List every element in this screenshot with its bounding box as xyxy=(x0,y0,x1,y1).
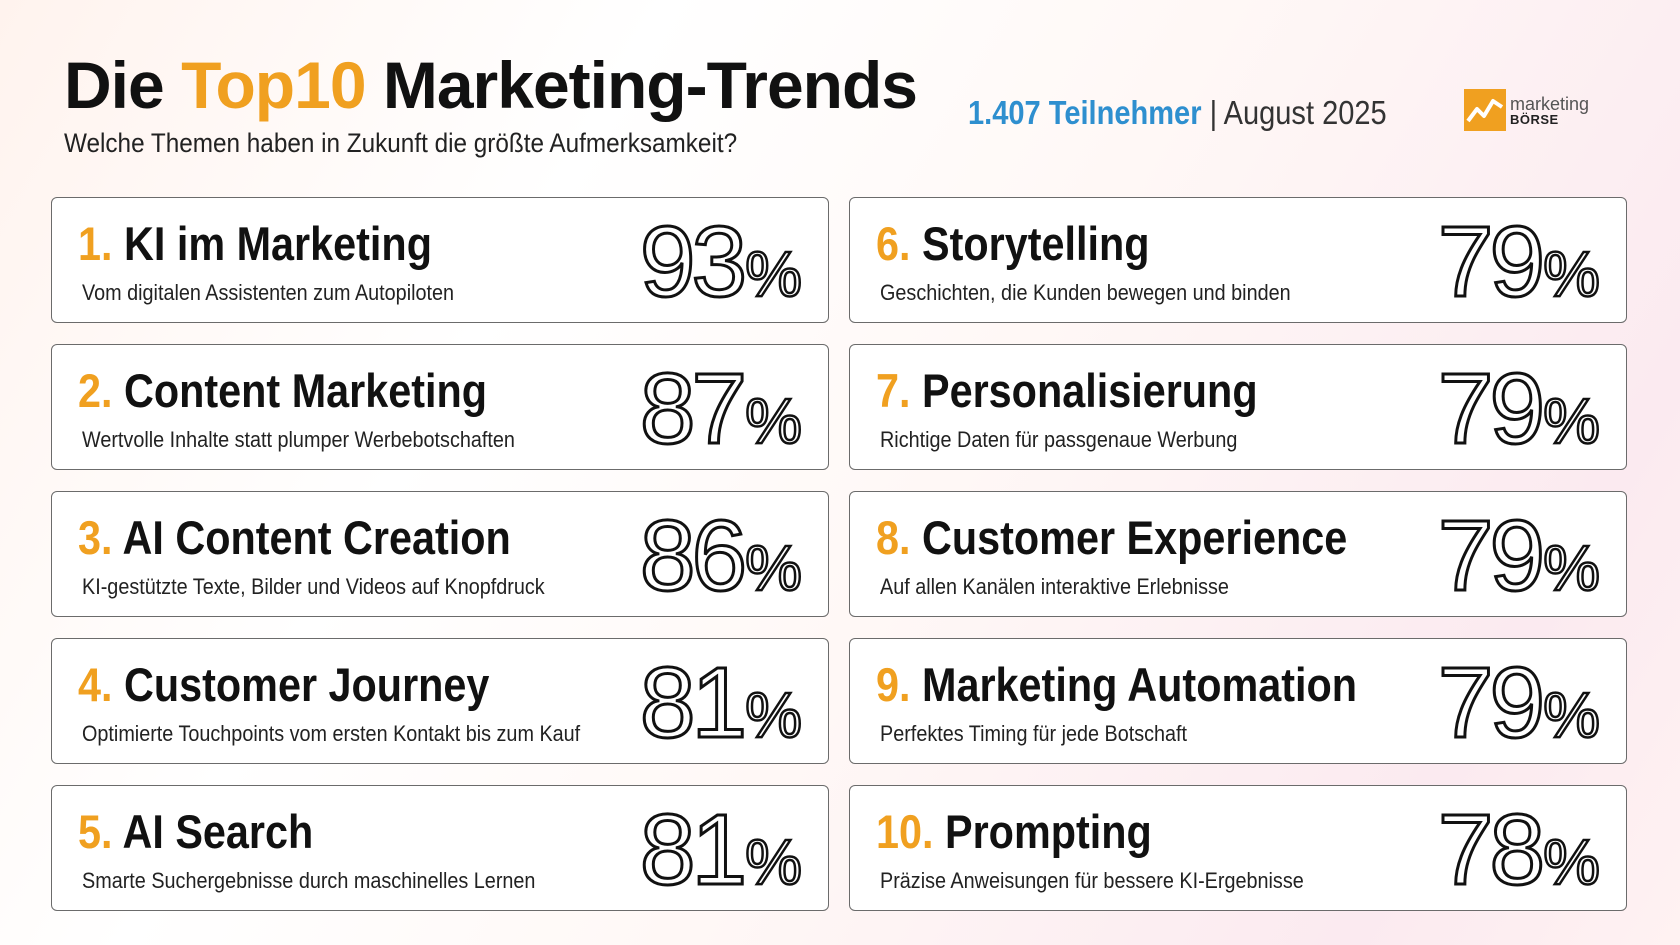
title-accent: Top10 xyxy=(181,48,366,122)
trend-card: 9. Marketing Automation Perfektes Timing … xyxy=(849,638,1627,764)
trend-heading: 1. KI im Marketing xyxy=(78,220,432,267)
trend-card: 8. Customer Experience Auf allen Kanälen … xyxy=(849,491,1627,617)
trend-value: 79 xyxy=(1436,500,1546,612)
trend-value: 79 xyxy=(1436,353,1546,465)
trend-description: Präzise Anweisungen für bessere KI-Ergeb… xyxy=(880,868,1304,893)
trend-rank: 6. xyxy=(876,217,911,270)
trend-rank: 8. xyxy=(876,511,911,564)
percent-sign: % xyxy=(1542,532,1601,604)
percent-sign: % xyxy=(744,826,803,898)
trend-rank: 2. xyxy=(78,364,113,417)
trend-name: Personalisierung xyxy=(921,364,1258,417)
trend-rank: 1. xyxy=(78,217,113,270)
trend-name: Customer Journey xyxy=(123,658,490,711)
trend-heading: 5. AI Search xyxy=(78,808,313,855)
meta-separator: | xyxy=(1209,94,1218,131)
subtitle: Welche Themen haben in Zukunft die größt… xyxy=(64,128,738,158)
trend-name: AI Content Creation xyxy=(122,511,511,564)
survey-meta: 1.407 Teilnehmer | August 2025 xyxy=(968,94,1387,132)
trend-value: 81 xyxy=(638,794,748,906)
trend-percentage: 79% xyxy=(1436,353,1601,465)
trend-rank: 3. xyxy=(78,511,113,564)
trend-card: 4. Customer Journey Optimierte Touchpoint… xyxy=(51,638,829,764)
trend-card: 6. Storytelling Geschichten, die Kunden b… xyxy=(849,197,1627,323)
logo-text-top: marketing xyxy=(1510,93,1590,114)
trend-percentage: 86% xyxy=(638,500,803,612)
trend-name: KI im Marketing xyxy=(123,217,432,270)
trend-card: 2. Content Marketing Wertvolle Inhalte st… xyxy=(51,344,829,470)
trend-description: Optimierte Touchpoints vom ersten Kontak… xyxy=(82,721,581,746)
trend-value: 86 xyxy=(638,500,748,612)
title-prefix: Die xyxy=(64,48,165,122)
page-title: Die Top10 Marketing-Trends xyxy=(64,52,918,118)
trend-heading: 2. Content Marketing xyxy=(78,367,487,414)
logo-chart-icon xyxy=(1464,89,1506,131)
percent-sign: % xyxy=(744,385,803,457)
trend-rank: 4. xyxy=(78,658,113,711)
trend-value: 93 xyxy=(638,206,748,318)
trend-percentage: 87% xyxy=(638,353,803,465)
trend-heading: 3. AI Content Creation xyxy=(78,514,511,561)
trend-description: Geschichten, die Kunden bewegen und bind… xyxy=(880,280,1291,305)
trend-rank: 10. xyxy=(876,805,934,858)
trend-description: Smarte Suchergebnisse durch maschinelles… xyxy=(82,868,536,893)
trend-heading: 6. Storytelling xyxy=(876,220,1150,267)
percent-sign: % xyxy=(1542,385,1601,457)
percent-sign: % xyxy=(1542,679,1601,751)
trend-percentage: 78% xyxy=(1436,794,1601,906)
percent-sign: % xyxy=(1542,238,1601,310)
percent-sign: % xyxy=(744,238,803,310)
trend-heading: 7. Personalisierung xyxy=(876,367,1258,414)
trend-value: 87 xyxy=(638,353,748,465)
trend-description: Wertvolle Inhalte statt plumper Werbebot… xyxy=(82,427,515,452)
trend-heading: 8. Customer Experience xyxy=(876,514,1347,561)
trend-card: 10. Prompting Präzise Anweisungen für bes… xyxy=(849,785,1627,911)
trend-rank: 9. xyxy=(876,658,911,711)
trend-rank: 7. xyxy=(876,364,911,417)
trend-description: Auf allen Kanälen interaktive Erlebnisse xyxy=(880,574,1229,599)
trend-card: 5. AI Search Smarte Suchergebnisse durch … xyxy=(51,785,829,911)
title-suffix: Marketing-Trends xyxy=(382,48,918,122)
trend-description: Vom digitalen Assistenten zum Autopilote… xyxy=(82,280,455,305)
trend-percentage: 81% xyxy=(638,794,803,906)
trend-value: 78 xyxy=(1436,794,1546,906)
trend-percentage: 79% xyxy=(1436,647,1601,759)
trend-card: 1. KI im Marketing Vom digitalen Assisten… xyxy=(51,197,829,323)
trend-heading: 4. Customer Journey xyxy=(78,661,489,708)
logo-text-bottom: BÖRSE xyxy=(1510,111,1559,127)
trend-percentage: 93% xyxy=(638,206,803,318)
brand-logo: marketing BÖRSE xyxy=(1464,82,1602,138)
trend-heading: 9. Marketing Automation xyxy=(876,661,1357,708)
trend-value: 79 xyxy=(1436,206,1546,318)
trend-value: 81 xyxy=(638,647,748,759)
trend-name: Prompting xyxy=(944,805,1152,858)
trend-description: Perfektes Timing für jede Botschaft xyxy=(880,721,1188,746)
percent-sign: % xyxy=(744,532,803,604)
percent-sign: % xyxy=(1542,826,1601,898)
trend-description: KI-gestützte Texte, Bilder und Videos au… xyxy=(82,574,545,599)
trend-card: 3. AI Content Creation KI-gestützte Texte… xyxy=(51,491,829,617)
participant-count: 1.407 Teilnehmer xyxy=(968,94,1202,131)
trend-value: 79 xyxy=(1436,647,1546,759)
trend-name: Marketing Automation xyxy=(921,658,1358,711)
trend-name: Storytelling xyxy=(921,217,1150,270)
survey-date: August 2025 xyxy=(1223,94,1387,131)
trend-percentage: 79% xyxy=(1436,206,1601,318)
trend-description: Richtige Daten für passgenaue Werbung xyxy=(880,427,1238,452)
trend-percentage: 81% xyxy=(638,647,803,759)
trend-name: Content Marketing xyxy=(123,364,488,417)
trend-name: Customer Experience xyxy=(921,511,1348,564)
percent-sign: % xyxy=(744,679,803,751)
trend-name: AI Search xyxy=(122,805,314,858)
trend-rank: 5. xyxy=(78,805,113,858)
trend-percentage: 79% xyxy=(1436,500,1601,612)
trend-card: 7. Personalisierung Richtige Daten für pa… xyxy=(849,344,1627,470)
trend-heading: 10. Prompting xyxy=(876,808,1152,855)
